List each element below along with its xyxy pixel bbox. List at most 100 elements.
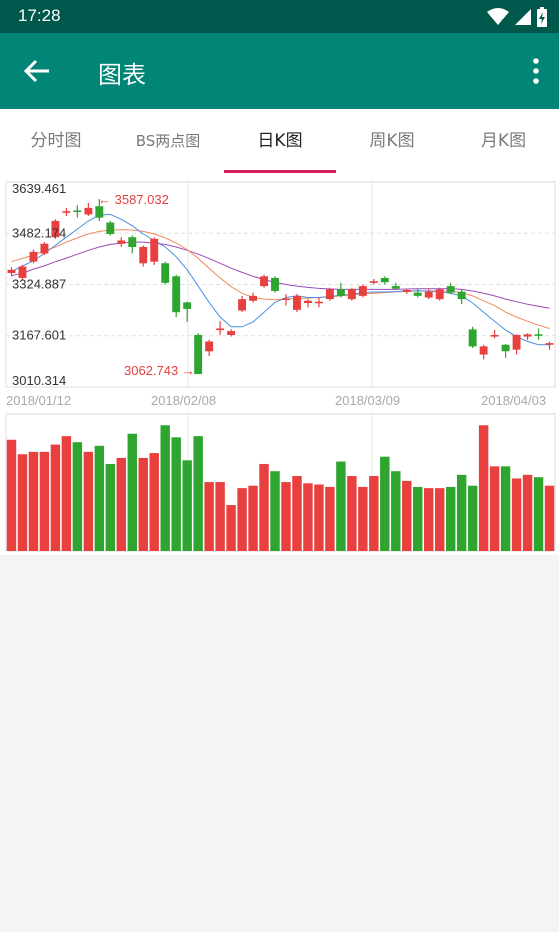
volume-bar (116, 457, 127, 551)
y-tick-label: 3167.601 (12, 328, 66, 343)
volume-bar (94, 445, 105, 551)
volume-bar (204, 482, 214, 551)
volume-bar (522, 474, 533, 551)
candle-body (40, 243, 49, 254)
candle-body (424, 291, 433, 298)
volume-bar (193, 436, 203, 551)
candle-body (325, 289, 334, 300)
volume-bar (413, 486, 423, 551)
candle-body (282, 298, 290, 300)
volume-bar (171, 437, 181, 551)
volume-bar (50, 444, 61, 551)
candle-body (523, 334, 532, 337)
back-arrow-icon[interactable] (22, 56, 52, 86)
volume-bar (149, 453, 159, 551)
volume-bar (391, 471, 401, 551)
candle-body (479, 346, 488, 355)
volume-bar (226, 505, 236, 551)
candle-body (183, 302, 192, 309)
volume-bar (72, 442, 83, 551)
k-line-chart[interactable]: 3639.461 3482.174 3324.887 3167.601 3010.314… (0, 173, 559, 555)
candle-body (117, 240, 126, 244)
more-options-icon[interactable] (531, 57, 541, 87)
candle-body (457, 291, 466, 300)
volume-bar (160, 425, 170, 551)
candle-body (84, 207, 93, 215)
volume-bar (17, 454, 28, 551)
page-title: 图表 (98, 61, 146, 89)
volume-bar (445, 486, 456, 551)
ma10-line (11, 229, 550, 329)
x-tick-label: 2018/04/03 (481, 393, 546, 408)
volume-bar (380, 456, 390, 551)
candle-body (413, 292, 422, 296)
candle-body (336, 289, 345, 296)
x-tick-label: 2018/01/12 (6, 393, 71, 408)
y-tick-label: 3482.174 (12, 225, 66, 240)
candle-body (249, 295, 258, 301)
high-price-annotation: ← 3587.032 (98, 192, 169, 207)
candle-body (95, 206, 104, 218)
volume-bar (28, 451, 39, 551)
volume-bar (83, 451, 94, 551)
volume-bar (424, 488, 434, 551)
candle-body (347, 289, 356, 300)
candle-body (534, 334, 543, 336)
candle-body (391, 286, 400, 289)
volume-bar (248, 485, 258, 551)
volume-bar (402, 480, 412, 551)
ma5-line (11, 213, 550, 346)
volume-chart-frame (5, 413, 556, 552)
volume-bar (511, 478, 522, 551)
tab-weekly-k[interactable]: 周K图 (369, 131, 415, 151)
x-tick-label: 2018/03/09 (335, 393, 400, 408)
candle-body (293, 295, 301, 310)
tab-monthly-k[interactable]: 月K图 (480, 131, 527, 151)
candle-body (271, 277, 279, 291)
tab-daily-k[interactable]: 日K图 (257, 131, 303, 151)
candle-body (238, 299, 247, 311)
candle-body (545, 343, 554, 345)
volume-bar (237, 488, 247, 551)
status-bar: 17:28 x (0, 0, 559, 33)
candle-body (227, 331, 236, 335)
volume-bar (215, 482, 225, 551)
candle-body (314, 301, 323, 304)
volume-bar (336, 461, 346, 551)
candle-body (150, 238, 159, 262)
ma20-line (11, 241, 550, 309)
volume-bar (478, 425, 489, 551)
volume-bar (544, 485, 555, 551)
candle-body (216, 328, 225, 331)
volume-bar (105, 463, 116, 551)
volume-bar (533, 477, 544, 551)
volume-bar (281, 482, 291, 551)
y-tick-label: 3010.314 (12, 373, 66, 388)
volume-bar (270, 471, 280, 551)
volume-bar (259, 463, 269, 551)
candle-body (512, 334, 521, 350)
candle-body (73, 210, 82, 212)
volume-bar (369, 476, 379, 551)
y-tick-label: 3639.461 (12, 181, 66, 196)
candle-body (358, 286, 367, 296)
candle-body (303, 300, 312, 304)
status-icons: x (487, 7, 547, 27)
volume-bar (347, 476, 357, 551)
candle-body (435, 289, 444, 300)
candle-body (106, 222, 115, 234)
tab-indicator (224, 170, 336, 173)
tab-intraday[interactable]: 分时图 (30, 131, 82, 151)
candle-body (128, 237, 137, 247)
volume-bar (434, 488, 445, 551)
battery-icon (537, 7, 547, 27)
y-tick-label: 3324.887 (12, 277, 66, 292)
candle-body (7, 269, 16, 274)
candle-body (446, 286, 455, 293)
wifi-icon: x (487, 8, 509, 26)
tab-bs-points[interactable]: BS两点图 (135, 132, 201, 150)
volume-bar (292, 476, 302, 551)
volume-bar (500, 466, 511, 551)
status-time: 17:28 (18, 6, 61, 25)
volume-bar (61, 436, 72, 551)
